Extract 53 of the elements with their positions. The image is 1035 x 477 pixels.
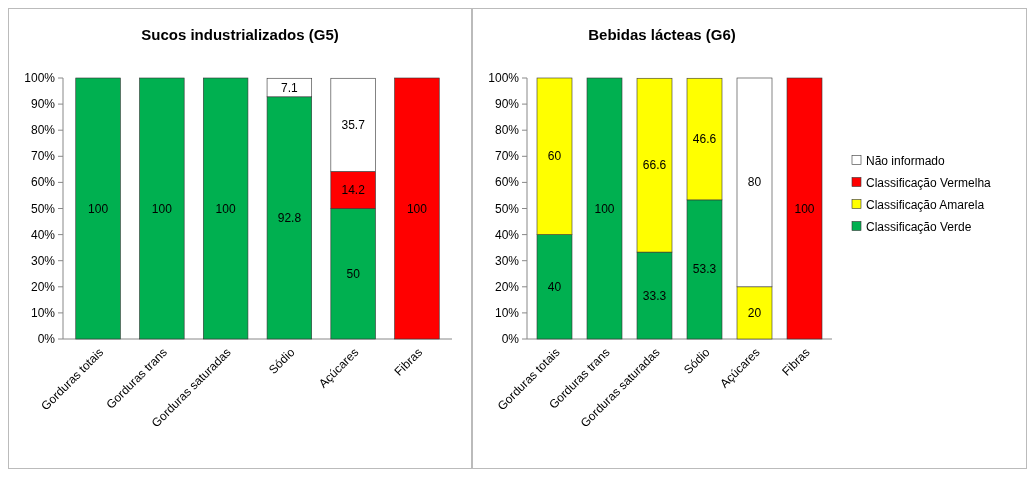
y-tick-label: 30% [494, 253, 520, 268]
bar [203, 77, 249, 340]
y-tick-label: 10% [30, 305, 56, 320]
data-label: 100 [794, 201, 815, 216]
y-tick-label: 20% [30, 279, 56, 294]
y-tick-label: 80% [494, 123, 520, 138]
y-tick-label: 40% [494, 227, 520, 242]
bar [139, 77, 185, 340]
chart-title: Sucos industrializados (G5) [141, 26, 339, 43]
legend-label: Classificação Amarela [866, 197, 985, 212]
data-label: 100 [151, 201, 173, 216]
y-tick-label: 70% [30, 149, 56, 164]
y-tick-label: 90% [30, 97, 56, 112]
y-tick-label: 100% [488, 71, 520, 85]
data-label: 14.2 [341, 182, 366, 197]
y-tick-label: 10% [494, 305, 520, 320]
data-label: 53.3 [692, 262, 717, 277]
y-tick-label: 80% [30, 123, 56, 138]
data-label: 60 [547, 149, 562, 164]
bar [586, 77, 623, 340]
data-label: 92.8 [277, 210, 302, 225]
data-label: 46.6 [692, 132, 717, 147]
y-tick-label: 60% [30, 175, 56, 190]
y-tick-label: 0% [501, 332, 520, 346]
y-tick-label: 0% [37, 332, 56, 346]
y-tick-label: 60% [494, 175, 520, 190]
chart-title: Bebidas lácteas (G6) [588, 26, 736, 43]
y-tick-label: 30% [30, 253, 56, 268]
data-label: 80 [747, 175, 762, 190]
bar [394, 77, 440, 340]
legend-label: Não informado [866, 153, 946, 168]
y-tick-label: 50% [30, 201, 56, 216]
bar [786, 77, 823, 340]
data-label: 100 [406, 201, 428, 216]
y-tick-label: 90% [494, 97, 520, 112]
data-label: 20 [747, 305, 762, 320]
legend-label: Classificação Verde [866, 219, 972, 234]
data-label: 100 [215, 201, 236, 216]
data-label: 33.3 [642, 288, 667, 303]
data-label: 40 [547, 279, 562, 294]
legend-label: Classificação Vermelha [866, 175, 992, 190]
data-label: 50 [346, 266, 361, 281]
data-label: 100 [594, 201, 615, 216]
y-tick-label: 100% [24, 71, 56, 85]
data-label: 35.7 [341, 117, 366, 132]
y-tick-label: 20% [494, 279, 520, 294]
y-tick-label: 50% [494, 201, 520, 216]
y-tick-label: 40% [30, 227, 56, 242]
data-label: 100 [88, 201, 109, 216]
data-label: 7.1 [281, 80, 299, 95]
data-label: 66.6 [642, 158, 667, 173]
bar [75, 77, 121, 340]
y-tick-label: 70% [494, 149, 520, 164]
